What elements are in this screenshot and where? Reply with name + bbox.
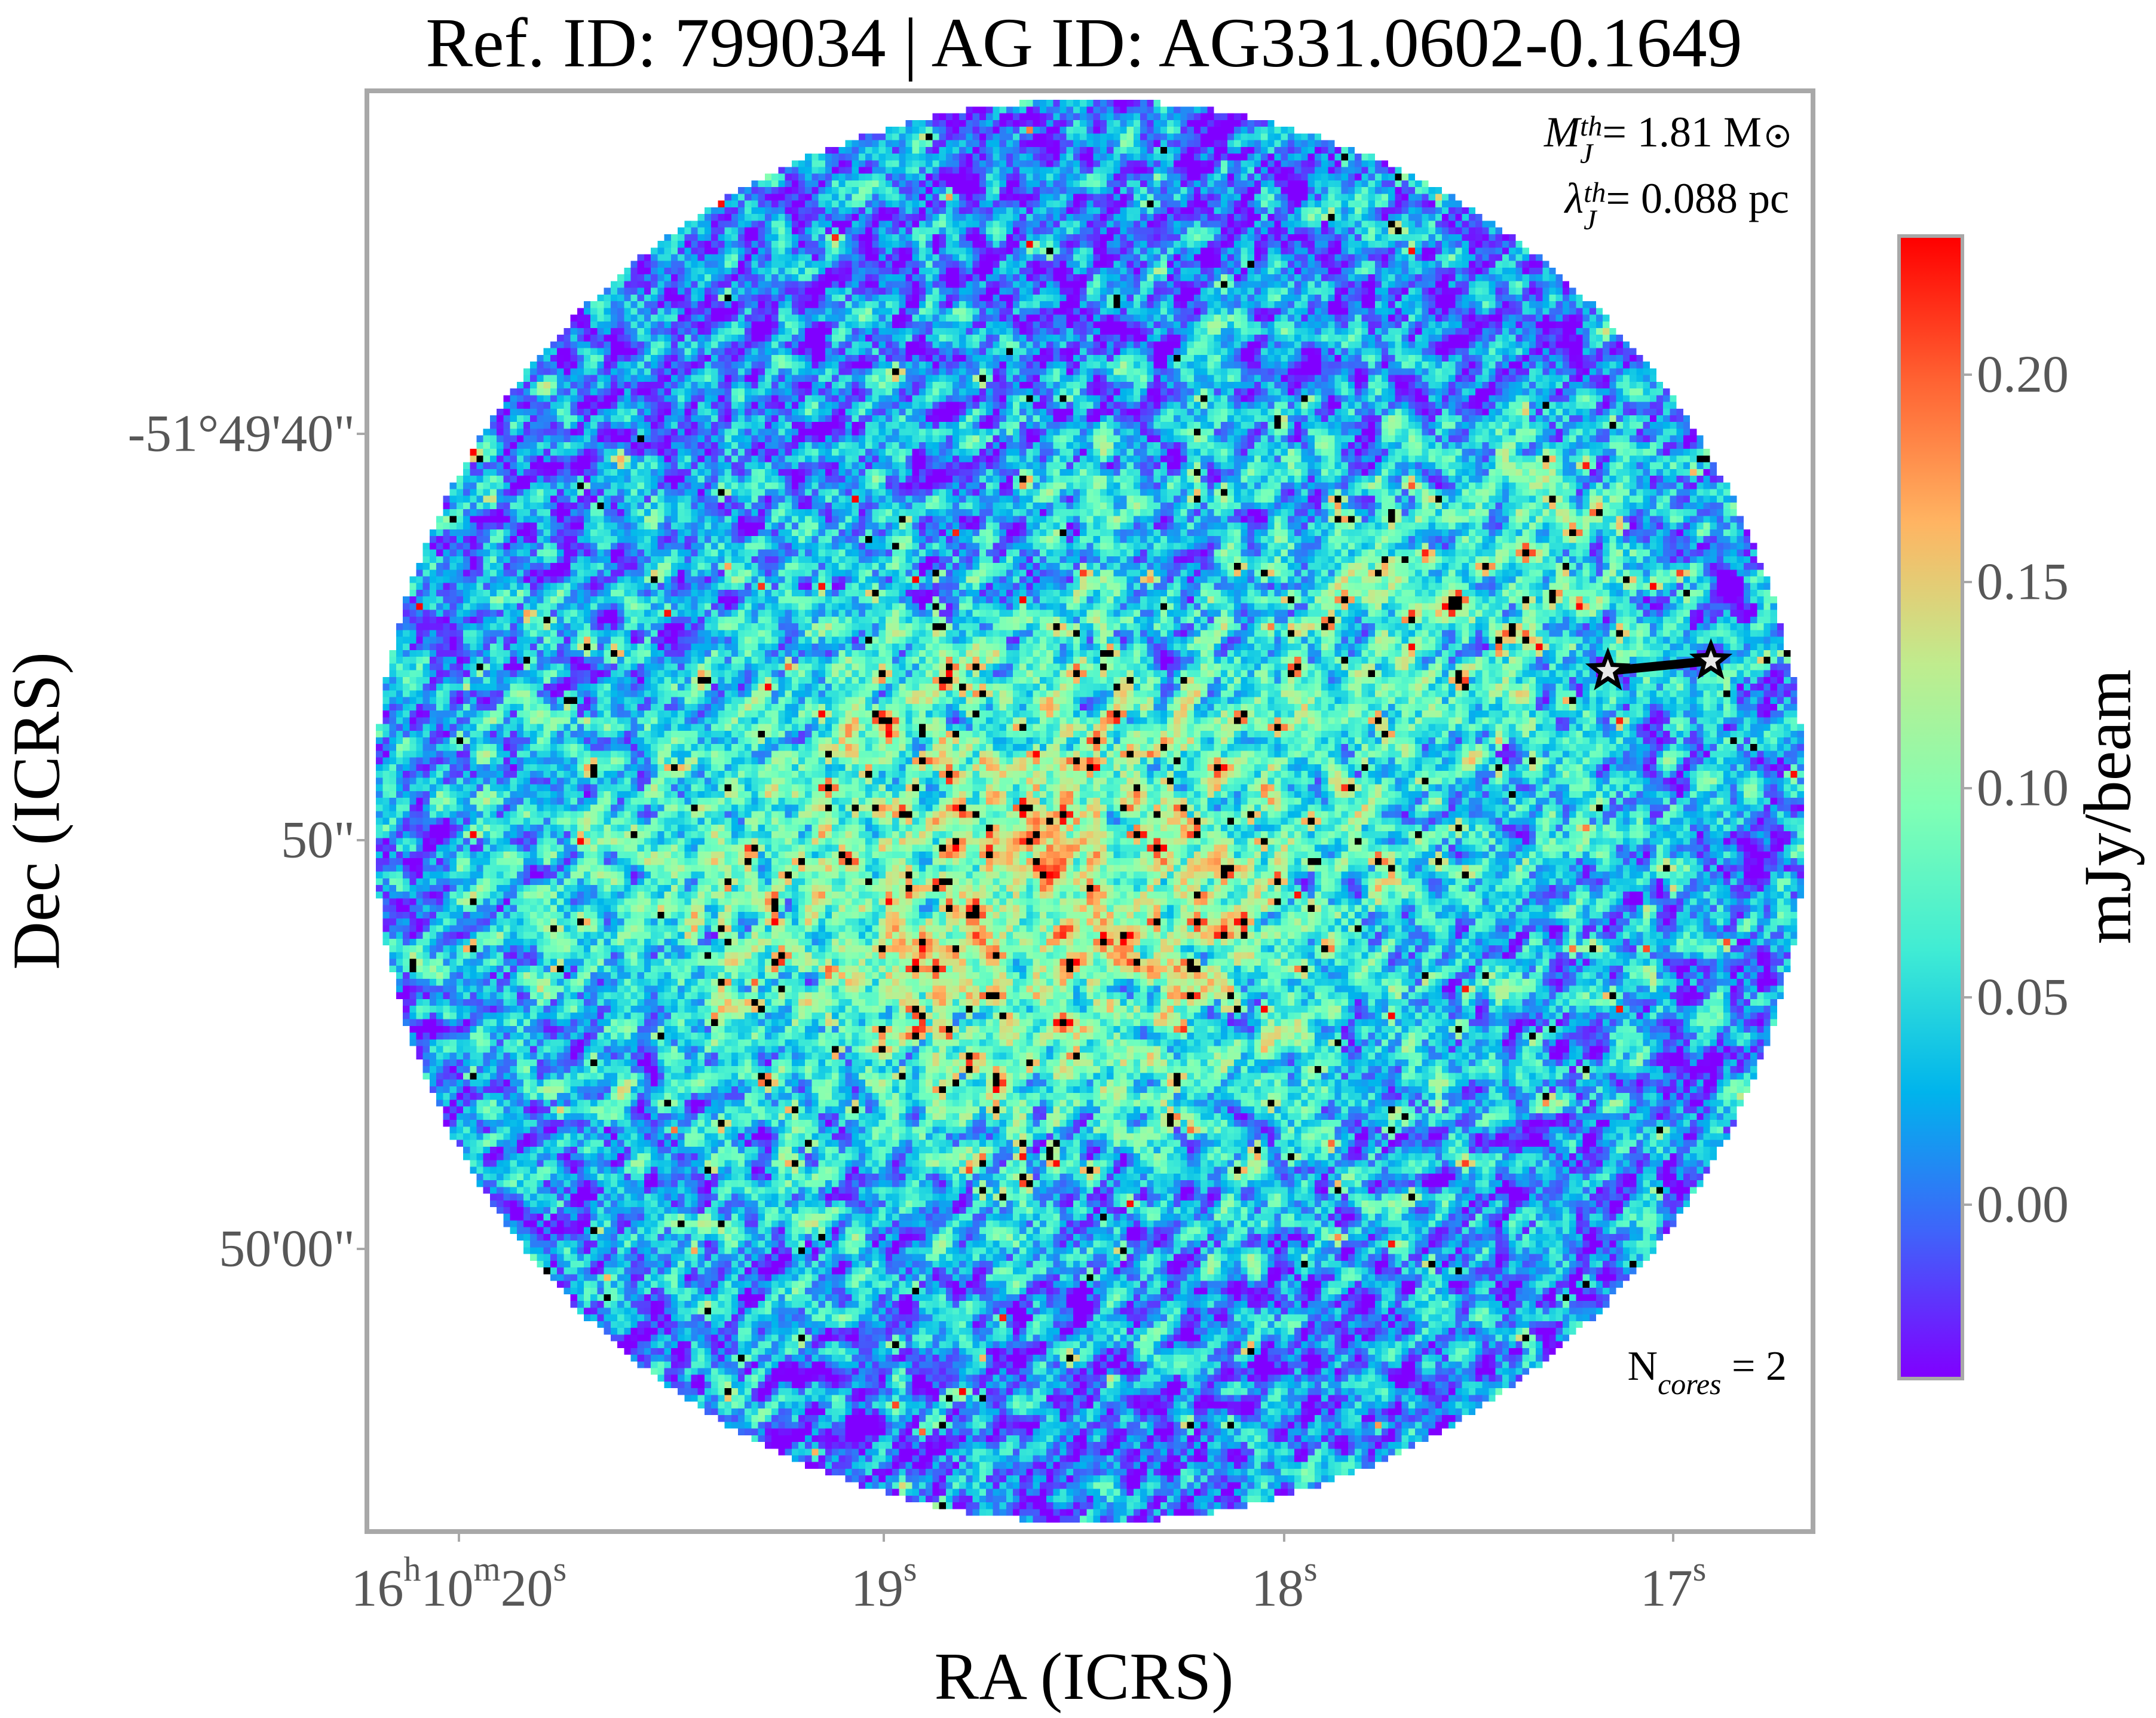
y-tick-mark <box>357 433 365 436</box>
colorbar-tick-mark <box>1964 786 1972 789</box>
x-tick-mark <box>1672 1534 1675 1542</box>
jeans-mass-sub: J <box>1580 138 1593 170</box>
colorbar-tick-mark <box>1964 1203 1972 1206</box>
jeans-length-symbol: λ <box>1564 174 1584 222</box>
x-tick-label: 18s <box>1251 1549 1318 1618</box>
colorbar-tick-mark <box>1964 996 1972 999</box>
core-connector-line <box>1607 656 1711 676</box>
x-tick-mark <box>457 1534 460 1542</box>
colorbar-tick-label: 0.15 <box>1977 553 2069 611</box>
jeans-mass-sup: th <box>1580 111 1603 142</box>
jeans-length-value: = 0.088 pc <box>1606 174 1789 222</box>
y-axis-label: Dec (ICRS) <box>0 652 74 970</box>
colorbar-tick-label: 0.05 <box>1977 968 2069 1027</box>
ncores-sub-wrap: cores <box>1658 1369 1721 1399</box>
sky-map-image <box>369 93 1811 1529</box>
core-markers-overlay <box>1585 638 1733 691</box>
core-star-marker-2 <box>1689 638 1733 679</box>
y-tick-label: 50'00" <box>219 1220 355 1278</box>
x-axis-label: RA (ICRS) <box>934 1640 1234 1714</box>
jeans-mass-unit: M <box>1723 108 1762 156</box>
jeans-length-annotation: λ th J = 0.088 pc <box>1544 168 1789 236</box>
y-tick-label: -51°49'40" <box>127 405 355 463</box>
colorbar-tick-mark <box>1964 580 1972 583</box>
y-tick-label: 50" <box>281 811 355 869</box>
jeans-mass-symbol: M <box>1544 108 1581 156</box>
jeans-length-sub: J <box>1584 204 1597 236</box>
jeans-length-supsub: th J <box>1584 177 1606 236</box>
ncores-annotation: N cores = 2 <box>1628 1337 1787 1399</box>
figure-title: Ref. ID: 799034 | AG ID: AG331.0602-0.16… <box>425 4 1742 82</box>
y-tick-mark <box>357 838 365 841</box>
colorbar-tick-label: 0.00 <box>1977 1175 2069 1234</box>
colorbar-tick-label: 0.20 <box>1977 345 2069 404</box>
ncores-sub: cores <box>1658 1367 1722 1401</box>
x-tick-mark <box>1283 1534 1286 1542</box>
jeans-mass-supsub: th J <box>1580 111 1603 170</box>
colorbar-tick-label: 0.10 <box>1977 759 2069 817</box>
ncores-value: = 2 <box>1721 1343 1787 1389</box>
sun-symbol-icon <box>1766 125 1789 148</box>
colorbar <box>1897 234 1964 1380</box>
x-tick-label: 16h10m20s <box>351 1549 567 1618</box>
core-star-marker-1 <box>1585 647 1631 691</box>
y-tick-mark <box>357 1248 365 1251</box>
x-tick-label: 19s <box>850 1549 917 1618</box>
jeans-mass-value: = 1.81 <box>1602 108 1713 156</box>
x-tick-label: 17s <box>1640 1549 1707 1618</box>
x-tick-mark <box>883 1534 886 1542</box>
colorbar-label: mJy/beam <box>2071 669 2145 945</box>
jeans-length-sup: th <box>1584 177 1606 209</box>
ncores-symbol: N <box>1627 1343 1658 1389</box>
colorbar-tick-mark <box>1964 373 1972 376</box>
